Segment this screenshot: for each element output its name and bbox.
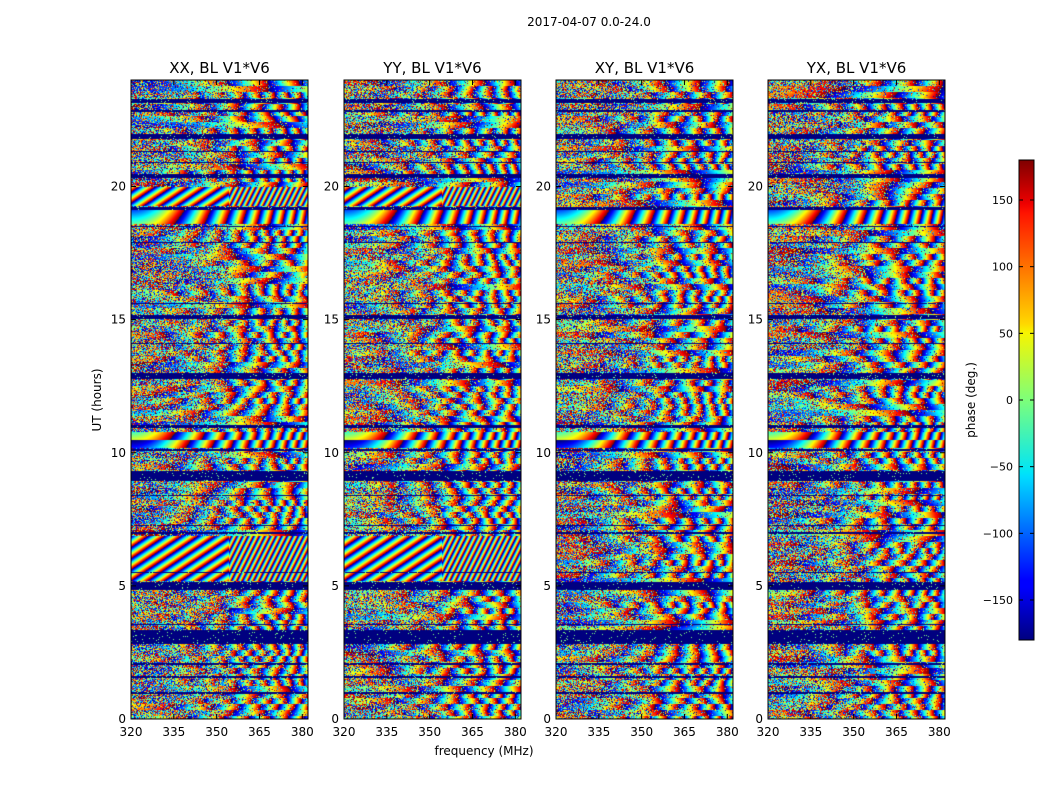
x-tick-label: 335: [799, 725, 822, 739]
panel-title: YX, BL V1*V6: [806, 59, 907, 77]
y-tick-label: 20: [111, 180, 126, 194]
x-tick-label: 320: [333, 725, 356, 739]
colorbar-label: phase (deg.): [964, 362, 978, 438]
y-axis-label: UT (hours): [90, 368, 104, 431]
figure-title: 2017-04-07 0.0-24.0: [527, 15, 651, 29]
y-tick-label: 10: [748, 446, 763, 460]
colorbar-tick-label: 0: [1006, 394, 1013, 407]
panel-frame: [343, 79, 522, 720]
x-tick-label: 320: [545, 725, 568, 739]
y-tick-label: 5: [755, 579, 763, 593]
colorbar-tick-label: 50: [999, 327, 1013, 340]
x-tick-label: 335: [587, 725, 610, 739]
x-tick-label: 350: [842, 725, 865, 739]
panel-yy: YY, BL V1*V6 320 335 350 365 380 0 5 10 15 20: [324, 59, 527, 739]
panel-title: XX, BL V1*V6: [169, 59, 270, 77]
panel-title: YY, BL V1*V6: [382, 59, 481, 77]
y-tick-label: 15: [111, 313, 126, 327]
x-tick-label: 350: [205, 725, 228, 739]
y-tick-label: 20: [324, 180, 339, 194]
colorbar-tick-label: 100: [992, 261, 1013, 274]
panel-xx: XX, BL V1*V6 320 335 350 365 380 0 5 10 15 20: [111, 59, 314, 739]
colorbar: −150 −100 −50 0 50 100 150 phase (deg.): [964, 159, 1035, 641]
y-tick-label: 15: [324, 313, 339, 327]
x-tick-label: 335: [375, 725, 398, 739]
colorbar-tick-label: −50: [990, 461, 1013, 474]
panel-title: XY, BL V1*V6: [595, 59, 695, 77]
y-tick-label: 5: [118, 579, 126, 593]
y-tick-label: 20: [748, 180, 763, 194]
x-tick-label: 365: [461, 725, 484, 739]
phase-heatmap: [768, 80, 945, 719]
panel-frame: [130, 79, 309, 720]
x-tick-label: 380: [504, 725, 527, 739]
y-tick-label: 10: [111, 446, 126, 460]
x-tick-label: 365: [673, 725, 696, 739]
x-tick-label: 320: [757, 725, 780, 739]
x-tick-label: 350: [630, 725, 653, 739]
y-tick-label: 0: [331, 712, 339, 726]
y-tick-label: 10: [536, 446, 551, 460]
x-tick-label: 335: [162, 725, 185, 739]
y-tick-label: 5: [331, 579, 339, 593]
panel-frame: [767, 79, 946, 720]
colorbar-tick-label: 150: [992, 194, 1013, 207]
x-tick-label: 320: [120, 725, 143, 739]
y-tick-label: 0: [118, 712, 126, 726]
phase-heatmap: [556, 80, 733, 719]
x-tick-label: 380: [291, 725, 314, 739]
x-axis-label: frequency (MHz): [434, 744, 533, 758]
x-tick-label: 380: [716, 725, 739, 739]
panel-yx: YX, BL V1*V6 320 335 350 365 380 0 5 10 15 20: [748, 59, 951, 739]
panel-xy: XY, BL V1*V6 320 335 350 365 380 0 5 10 15 20: [536, 59, 739, 739]
x-tick-label: 365: [885, 725, 908, 739]
x-tick-label: 350: [418, 725, 441, 739]
y-tick-label: 10: [324, 446, 339, 460]
colorbar-tick-label: −150: [983, 594, 1013, 607]
y-tick-label: 15: [536, 313, 551, 327]
x-tick-label: 380: [928, 725, 951, 739]
y-tick-label: 0: [755, 712, 763, 726]
y-tick-label: 5: [543, 579, 551, 593]
phase-heatmap: [131, 80, 308, 719]
y-tick-label: 20: [536, 180, 551, 194]
y-tick-label: 0: [543, 712, 551, 726]
phase-heatmap: [344, 80, 521, 719]
x-tick-label: 365: [248, 725, 271, 739]
colorbar-tick-label: −100: [983, 527, 1013, 540]
panel-frame: [555, 79, 734, 720]
y-tick-label: 15: [748, 313, 763, 327]
